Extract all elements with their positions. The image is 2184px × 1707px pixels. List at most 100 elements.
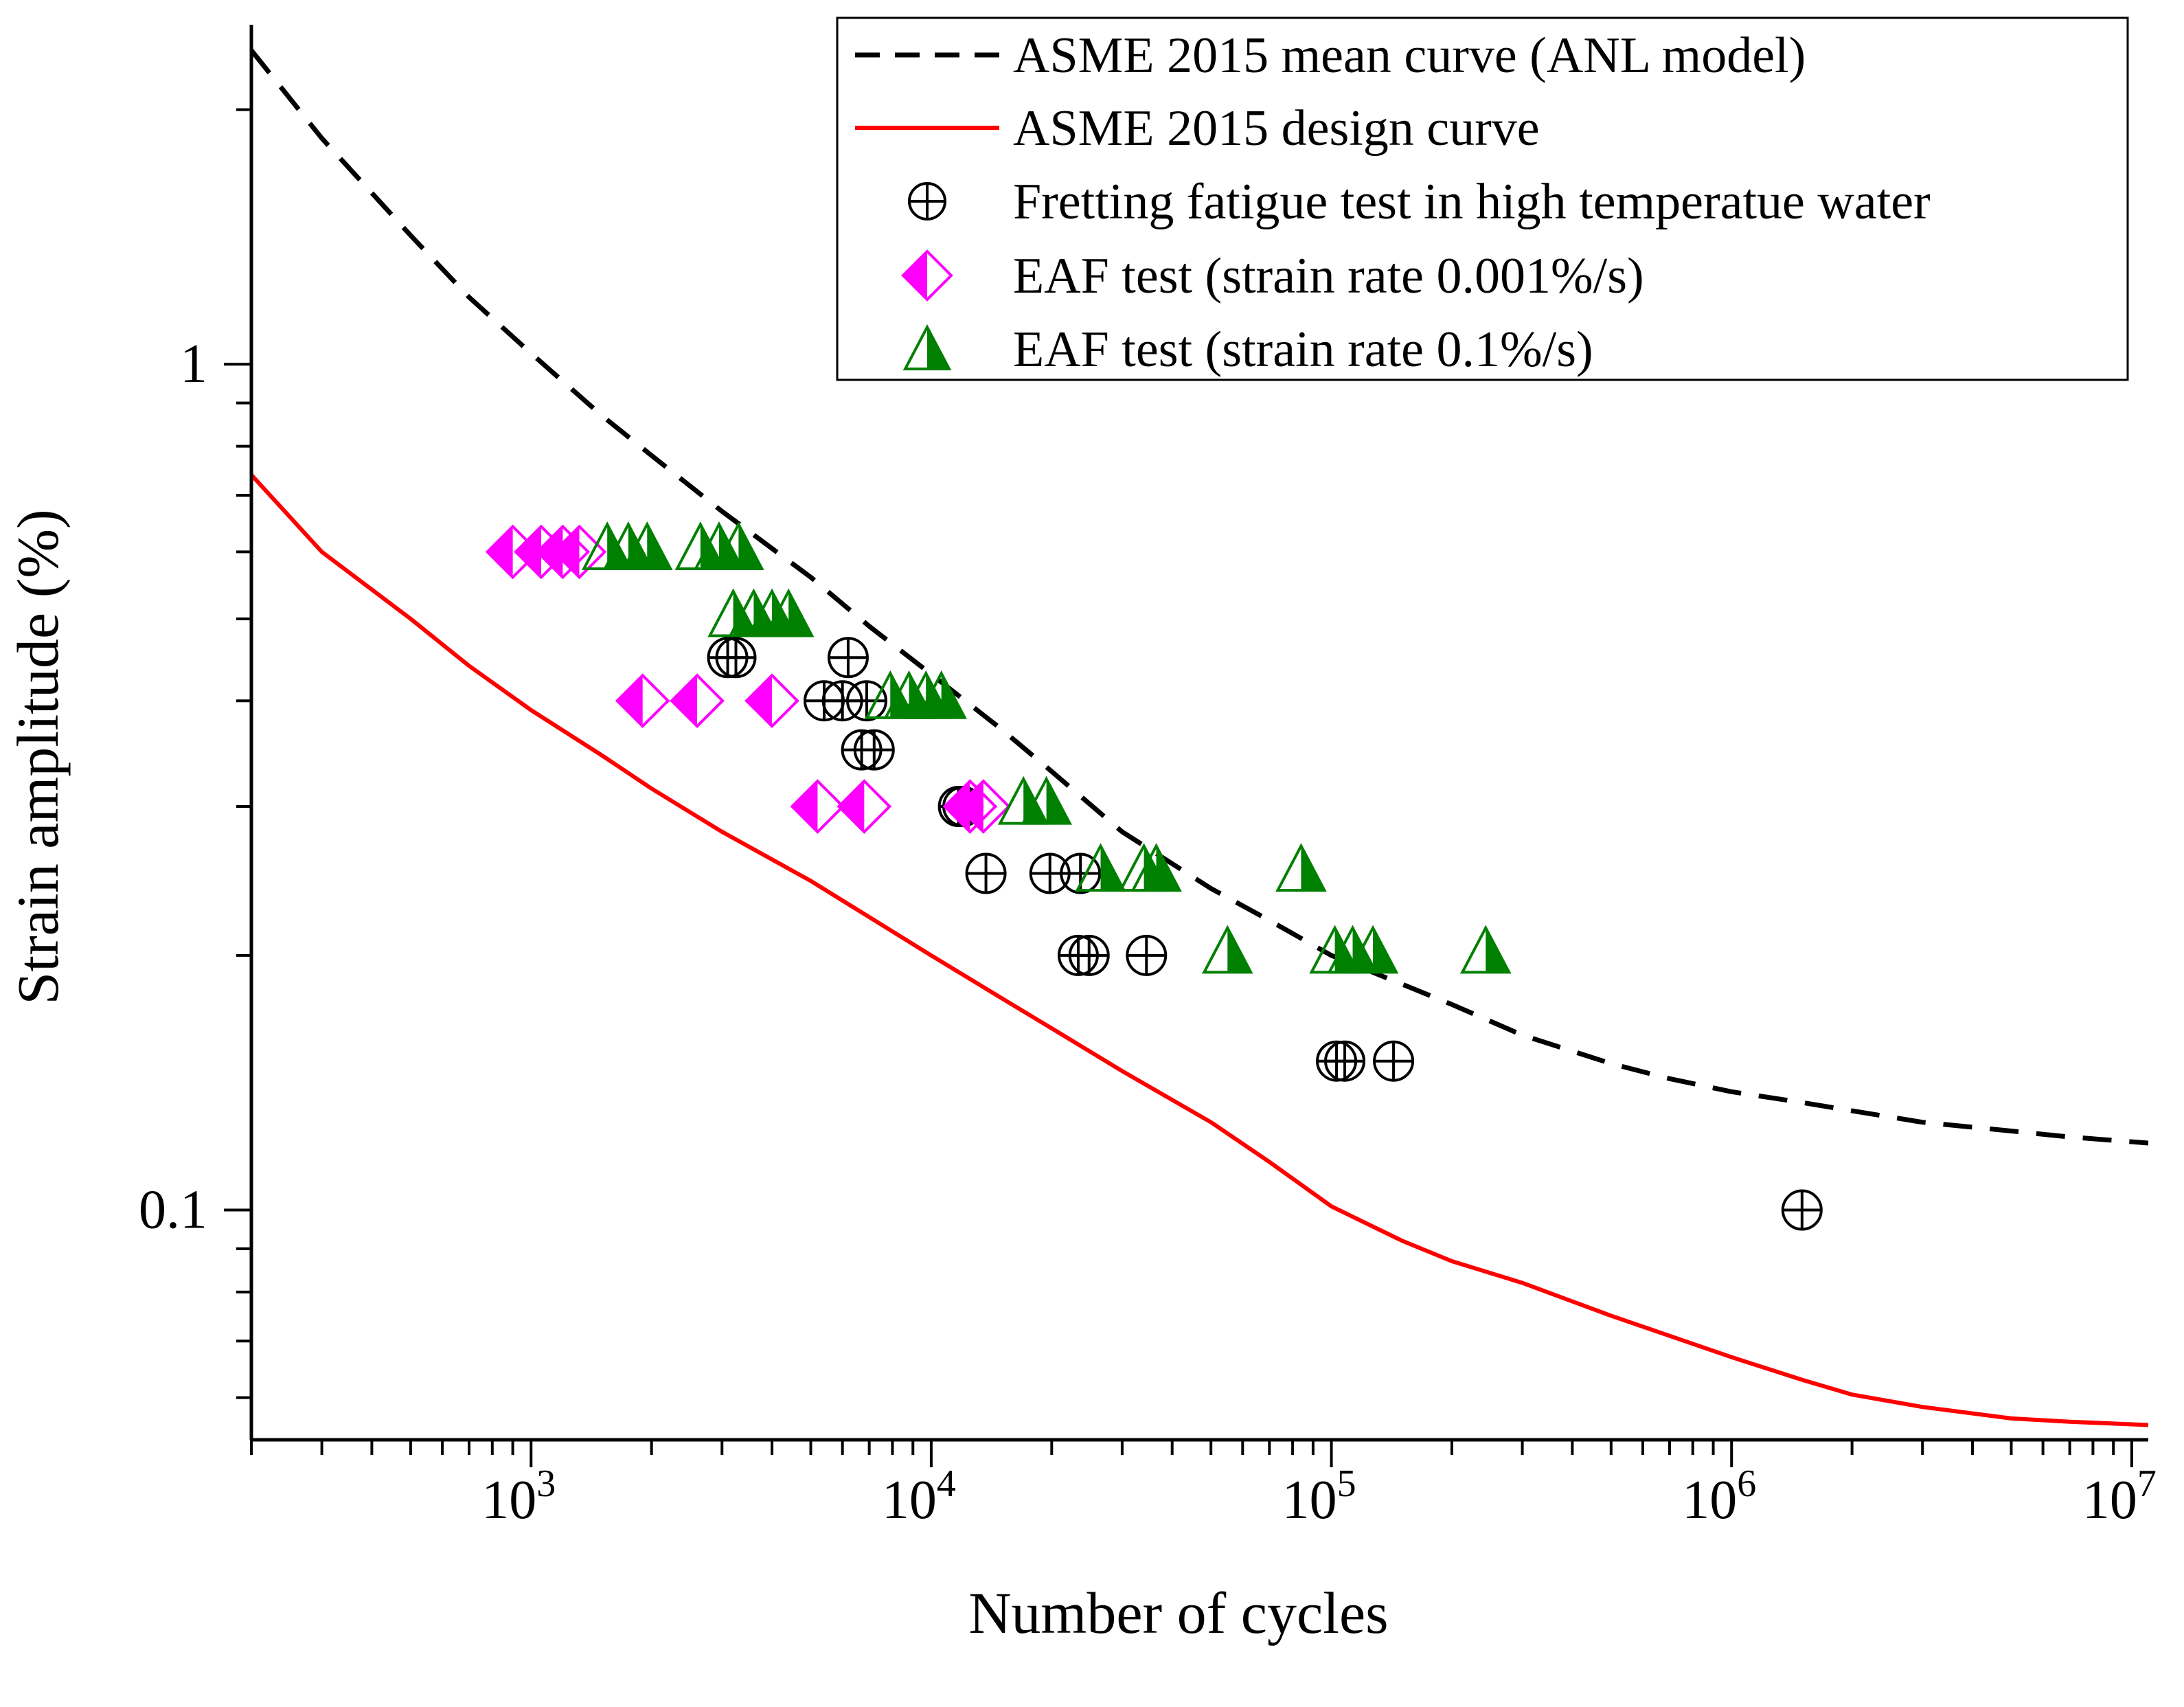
eaf-slow-point-outline — [670, 673, 725, 729]
eaf-fast-point-outline — [1201, 925, 1253, 974]
legend-label: EAF test (strain rate 0.001%/s) — [1013, 248, 1644, 304]
legend-eaf-slow-icon — [901, 249, 953, 302]
eaf-slow-point-outline — [535, 524, 591, 580]
legend-box — [836, 16, 2129, 381]
x-tick-label: 103 — [481, 1462, 556, 1530]
eaf-fast-point-outline — [621, 521, 673, 570]
x-tick-exp: 7 — [2137, 1462, 2157, 1505]
eaf-fast-point — [1275, 843, 1327, 892]
x-tick-label: 104 — [882, 1462, 956, 1530]
design-curve-line — [251, 473, 2148, 1427]
eaf-fast-point — [1347, 925, 1399, 974]
eaf-fast-point — [762, 588, 815, 637]
legend-label: ASME 2015 mean curve (ANL model) — [1013, 27, 1806, 84]
data-markers — [485, 521, 1823, 1231]
eaf-fast-point-outline — [713, 521, 764, 570]
fretting-point — [846, 680, 888, 722]
fretting-point — [965, 852, 1007, 894]
eaf-fast-point — [1075, 843, 1126, 892]
curve-lines — [251, 49, 2148, 1427]
eaf-fast-point-outline — [1130, 843, 1182, 892]
x-tick-exp: 4 — [937, 1462, 956, 1505]
fretting-point — [1324, 1040, 1366, 1082]
x-tick-exp: 5 — [1337, 1462, 1356, 1505]
eaf-slow-point — [670, 673, 725, 729]
fretting-point — [827, 637, 869, 679]
eaf-slow-point — [790, 779, 845, 834]
eaf-fast-point-outline — [762, 588, 815, 637]
eaf-slow-point-fill — [537, 526, 563, 578]
eaf-fast-point — [1459, 925, 1512, 974]
mean-curve-line — [251, 49, 2148, 1146]
eaf-slow-point-fill — [792, 781, 818, 833]
fretting-point — [715, 637, 757, 679]
legend-entry: EAF test (strain rate 0.1%/s) — [902, 321, 1593, 378]
eaf-slow-point — [535, 524, 591, 580]
eaf-slow-point — [615, 673, 670, 729]
eaf-slow-point-outline — [837, 779, 892, 834]
x-tick-base: 10 — [481, 1470, 536, 1530]
eaf-slow-point-outline — [744, 673, 799, 729]
eaf-slow-point-outline — [790, 779, 845, 834]
eaf-slow-point-fill — [747, 675, 773, 727]
eaf-fast-point — [1130, 843, 1182, 892]
fretting-point — [1068, 934, 1110, 976]
plot-content — [251, 49, 2148, 1427]
eaf-slow-point — [837, 779, 892, 834]
eaf-slow-point-outline — [942, 779, 998, 834]
y-axis-title: Strain amplitude (%) — [5, 509, 71, 1004]
series-4-markers — [581, 521, 1512, 974]
legend-entry: Fretting fatigue test in high temperatue… — [908, 174, 1931, 230]
legend-entry: ASME 2015 mean curve (ANL model) — [855, 27, 1806, 84]
eaf-fast-point-outline — [1021, 776, 1072, 825]
eaf-fast-point — [915, 670, 967, 719]
x-tick-base: 10 — [1682, 1470, 1737, 1530]
legend-entry: ASME 2015 design curve — [855, 100, 1540, 157]
x-tick-exp: 3 — [536, 1462, 556, 1505]
x-tick-exp: 6 — [1737, 1462, 1756, 1505]
eaf-slow-point-outline — [956, 779, 1011, 834]
x-tick-base: 10 — [1282, 1470, 1337, 1530]
eaf-fast-point — [621, 521, 673, 570]
eaf-slow-point — [956, 779, 1011, 834]
y-tick-label: 0.1 — [139, 1180, 207, 1241]
eaf-fast-point-outline — [1459, 925, 1512, 974]
legend-label: Fretting fatigue test in high temperatue… — [1013, 174, 1931, 230]
eaf-slow-point-outline — [615, 673, 670, 729]
eaf-slow-point-fill — [839, 781, 865, 833]
fretting-point — [1781, 1189, 1823, 1231]
eaf-slow-point-fill — [617, 675, 643, 727]
legend-eaf-slow-icon-fill — [903, 251, 927, 299]
eaf-slow-point-fill — [487, 526, 513, 578]
legend-eaf-fast-icon-outline — [902, 324, 952, 371]
eaf-fast-point-outline — [1075, 843, 1126, 892]
eaf-slow-point-fill — [672, 675, 698, 727]
eaf-fast-point — [713, 521, 764, 570]
eaf-fast-point — [997, 776, 1049, 825]
x-tick-base: 10 — [882, 1470, 937, 1530]
eaf-slow-point — [744, 673, 799, 729]
eaf-slow-point-fill — [957, 781, 983, 833]
eaf-slow-point-fill — [516, 526, 542, 578]
legend-label: EAF test (strain rate 0.1%/s) — [1013, 321, 1593, 378]
y-tick-label: 1 — [180, 334, 207, 394]
fretting-point — [853, 729, 895, 771]
eaf-fast-point-outline — [1275, 843, 1327, 892]
series-3-markers — [485, 524, 1011, 834]
x-axis-title: Number of cycles — [968, 1580, 1388, 1646]
legend-fretting-icon — [908, 182, 946, 221]
eaf-fast-point-outline — [1347, 925, 1399, 974]
x-tick-label: 107 — [2082, 1462, 2157, 1530]
eaf-fast-point — [1201, 925, 1253, 974]
legend-label: ASME 2015 design curve — [1013, 100, 1540, 157]
x-tick-label: 105 — [1282, 1462, 1356, 1530]
legend: ASME 2015 mean curve (ANL model) ASME 201… — [836, 16, 2129, 381]
eaf-slow-point-fill — [554, 526, 580, 578]
fretting-point — [1373, 1040, 1415, 1082]
series-2-markers — [707, 637, 1823, 1231]
x-tick-base: 10 — [2082, 1470, 2137, 1530]
fretting-point — [1126, 934, 1168, 976]
eaf-fast-point-outline — [915, 670, 967, 719]
